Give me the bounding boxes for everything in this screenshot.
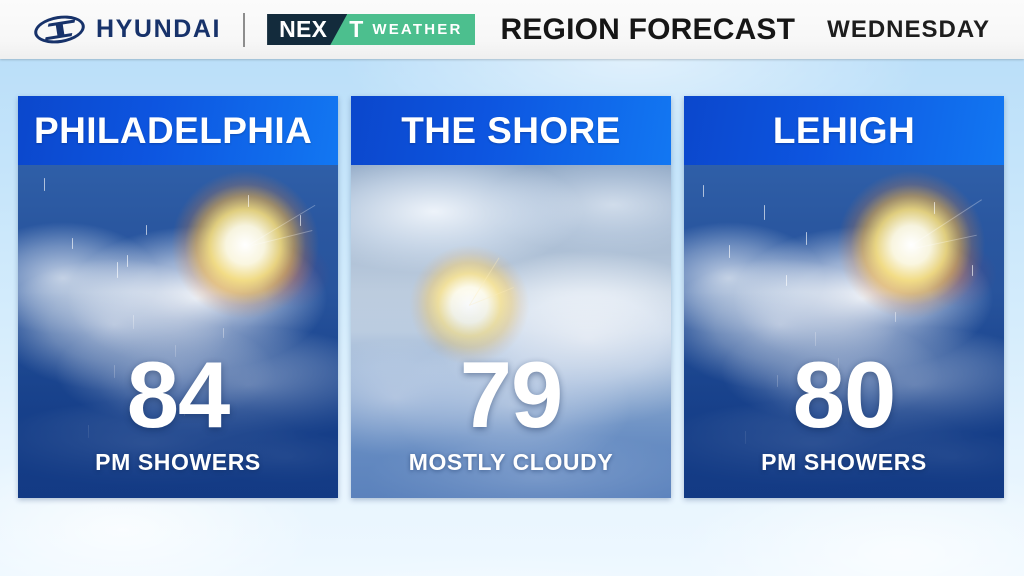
region-name: PHILADELPHIA: [34, 109, 313, 151]
card-header: THE SHORE: [351, 96, 671, 165]
badge-accent-letter: T: [349, 16, 364, 42]
forecast-card-row: PHILADELPHIA 84: [18, 96, 1004, 498]
condition-label: MOSTLY CLOUDY: [408, 449, 614, 475]
forecast-card[interactable]: LEHIGH 80: [684, 96, 1004, 498]
temperature-value: 79: [459, 341, 564, 447]
card-weather-scene: 84 PM SHOWERS: [18, 165, 338, 498]
badge-dark-text: NEX: [267, 14, 347, 45]
card-header: LEHIGH: [684, 96, 1004, 165]
card-readout: 84 PM SHOWERS: [18, 341, 338, 476]
condition-label: PM SHOWERS: [95, 449, 261, 475]
vertical-divider-icon: [243, 12, 246, 47]
region-name: LEHIGH: [772, 109, 916, 151]
card-weather-scene: 79 MOSTLY CLOUDY: [351, 165, 671, 498]
sponsor-name: HYUNDAI: [96, 15, 222, 43]
card-bottom-gradient: [351, 291, 671, 498]
card-bottom-gradient: [18, 291, 338, 498]
badge-accent-text: WEATHER: [372, 21, 463, 38]
temperature-value: 80: [792, 341, 897, 447]
card-readout: 80 PM SHOWERS: [684, 341, 1004, 476]
top-brand-bar: HYUNDAI NEX T WEATHER REGION FORECAST WE…: [0, 0, 1024, 59]
condition-label: PM SHOWERS: [761, 449, 927, 475]
card-readout: 79 MOSTLY CLOUDY: [351, 341, 671, 476]
forecast-card[interactable]: PHILADELPHIA 84: [18, 96, 338, 498]
badge-accent-block: T WEATHER: [330, 14, 476, 45]
next-weather-badge: NEX T WEATHER: [267, 14, 476, 45]
hyundai-logo-icon: [32, 12, 87, 47]
temperature-value: 84: [126, 341, 231, 447]
card-bottom-gradient: [684, 291, 1004, 498]
sponsor-logo: HYUNDAI: [32, 12, 222, 47]
forecast-day-label: WEDNESDAY: [827, 15, 990, 43]
region-name: THE SHORE: [401, 109, 621, 151]
page-title: REGION FORECAST: [500, 12, 796, 46]
card-weather-scene: 80 PM SHOWERS: [684, 165, 1004, 498]
card-header: PHILADELPHIA: [18, 96, 338, 165]
forecast-card[interactable]: THE SHORE 79 MOSTLY CLOUDY: [351, 96, 671, 498]
